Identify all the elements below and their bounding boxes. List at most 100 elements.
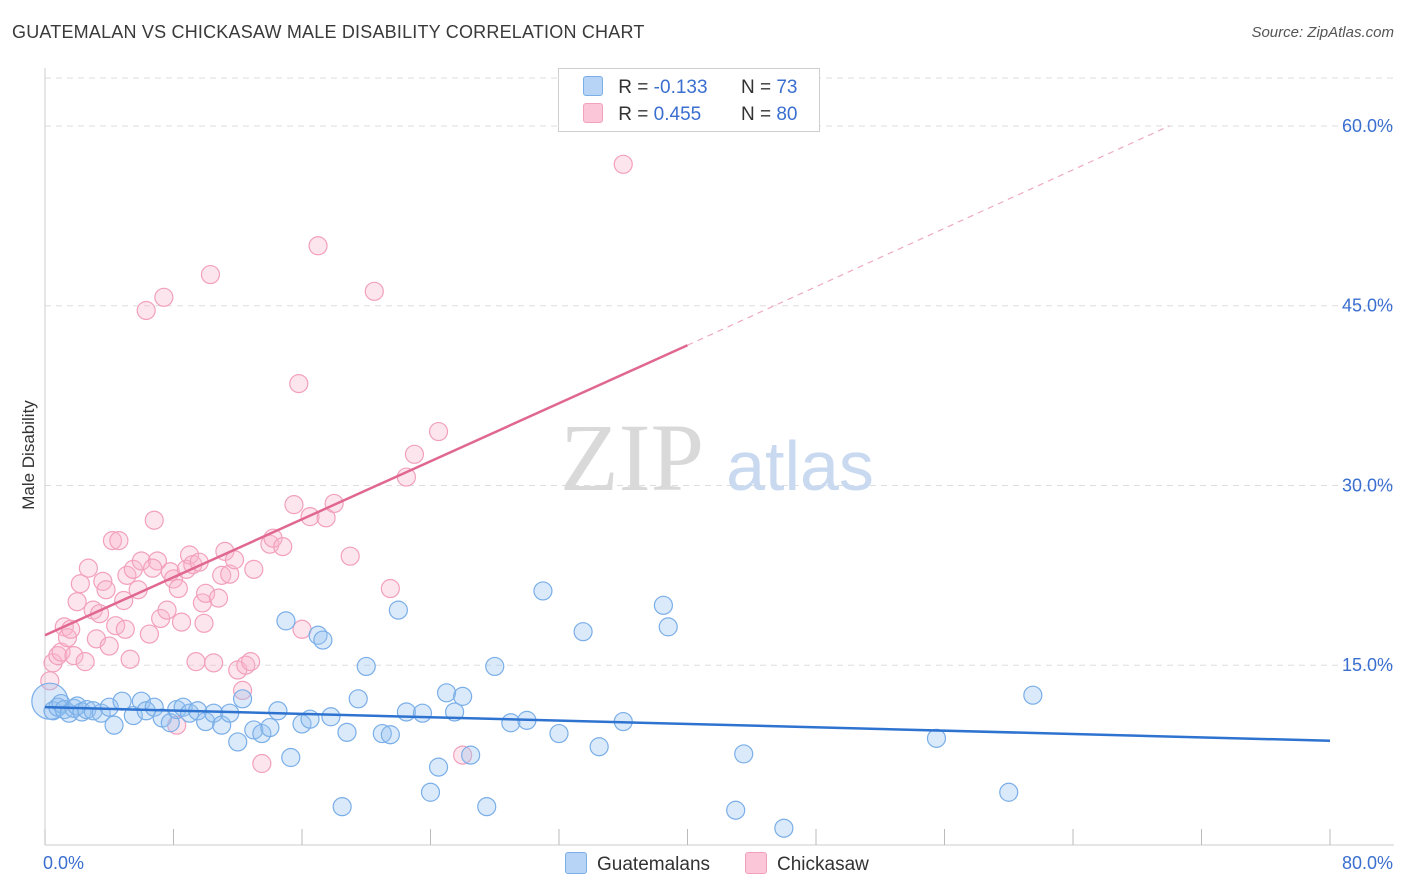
chickasaw-point bbox=[292, 619, 312, 639]
guatemalan-points bbox=[31, 581, 1043, 838]
chickasaw-point bbox=[204, 653, 224, 673]
guatemalan-point bbox=[260, 717, 280, 738]
r-value: -0.133 bbox=[653, 77, 708, 98]
guatemalan-point bbox=[999, 782, 1019, 802]
guatemalan-point bbox=[321, 707, 341, 727]
bottom-swatch-pink bbox=[745, 852, 767, 874]
guatemalan-point bbox=[774, 818, 794, 838]
guatemalan-point bbox=[356, 656, 376, 677]
chickasaw-point bbox=[109, 530, 129, 551]
chickasaw-point bbox=[428, 421, 449, 442]
y-tick-label: 60.0% bbox=[1342, 116, 1393, 136]
chickasaw-point bbox=[200, 264, 221, 285]
guatemalan-trend-line bbox=[44, 705, 1331, 742]
r-label: R = bbox=[618, 77, 649, 98]
chickasaw-point bbox=[220, 564, 240, 584]
chickasaw-point bbox=[244, 559, 264, 579]
guatemalan-point bbox=[653, 595, 674, 615]
chickasaw-point bbox=[380, 578, 400, 599]
guatemalan-point bbox=[372, 723, 392, 744]
guatemalan-point bbox=[444, 702, 465, 722]
trend-lines bbox=[44, 125, 1331, 742]
guatemalan-point bbox=[501, 713, 521, 733]
n-label: N = bbox=[740, 77, 772, 98]
chickasaw-point bbox=[171, 612, 192, 632]
chickasaw-point bbox=[131, 551, 151, 571]
chickasaw-point bbox=[120, 649, 140, 669]
legend-swatch-pink bbox=[583, 103, 603, 123]
chickasaw-point bbox=[115, 619, 135, 639]
chickasaw-point bbox=[143, 558, 163, 578]
guatemalan-point bbox=[337, 722, 357, 742]
bottom-legend-label: Chickasaw bbox=[777, 854, 869, 875]
watermark-atlas: atlas bbox=[726, 427, 874, 505]
chickasaw-point bbox=[64, 646, 84, 666]
chickasaw-point bbox=[613, 154, 633, 174]
n-value: 80 bbox=[776, 104, 798, 125]
chickasaw-point bbox=[144, 510, 164, 530]
guatemalan-point bbox=[477, 797, 497, 817]
guatemalan-point bbox=[268, 701, 288, 721]
guatemalan-point bbox=[228, 732, 248, 752]
chickasaw-point bbox=[289, 374, 309, 394]
y-axis-label: Male Disability bbox=[19, 400, 38, 510]
chickasaw-point bbox=[232, 680, 253, 701]
guatemalan-point bbox=[549, 723, 569, 744]
r-label: R = bbox=[618, 104, 649, 125]
chickasaw-points bbox=[40, 154, 633, 774]
r-value: 0.455 bbox=[653, 104, 702, 125]
chickasaw-point bbox=[196, 583, 216, 603]
guatemalan-point bbox=[436, 683, 457, 703]
guatemalan-point bbox=[573, 622, 593, 642]
chickasaw-point bbox=[252, 753, 272, 774]
n-value: 73 bbox=[776, 77, 798, 98]
chickasaw-point bbox=[51, 642, 71, 662]
chickasaw-point bbox=[70, 574, 90, 594]
guatemalan-point bbox=[926, 728, 947, 748]
guatemalan-point bbox=[461, 745, 481, 765]
chickasaw-trend-extension bbox=[687, 125, 1170, 346]
chickasaw-point bbox=[102, 530, 123, 551]
x-tick-label: 80.0% bbox=[1342, 853, 1393, 873]
guatemalan-point bbox=[388, 600, 408, 620]
guatemalan-point bbox=[1023, 685, 1043, 705]
legend-row-guatemalans: R = -0.133 N = 73 bbox=[583, 76, 797, 99]
chickasaw-point bbox=[284, 495, 304, 515]
guatemalan-point bbox=[313, 630, 333, 650]
guatemalan-point bbox=[123, 705, 143, 726]
guatemalan-point bbox=[276, 611, 296, 631]
guatemalan-point bbox=[420, 782, 441, 802]
chickasaw-point bbox=[75, 652, 95, 672]
guatemalan-point bbox=[144, 697, 164, 717]
chickasaw-point bbox=[67, 592, 87, 612]
guatemalan-point bbox=[734, 744, 754, 764]
guatemalan-point bbox=[104, 715, 124, 735]
chickasaw-point bbox=[212, 565, 232, 585]
guatemalan-point bbox=[380, 725, 400, 745]
chickasaw-point bbox=[136, 300, 156, 321]
guatemalan-point bbox=[485, 656, 505, 677]
legend-row-chickasaw: R = 0.455 N = 80 bbox=[583, 103, 797, 126]
chickasaw-point bbox=[364, 281, 384, 301]
guatemalan-point bbox=[412, 703, 433, 723]
chickasaw-point bbox=[154, 287, 174, 307]
bottom-legend-label: Guatemalans bbox=[597, 854, 711, 875]
chickasaw-point bbox=[168, 578, 188, 599]
guatemalan-point bbox=[589, 737, 609, 757]
chickasaw-point bbox=[139, 624, 160, 644]
chickasaw-point bbox=[273, 536, 293, 557]
chickasaw-point bbox=[241, 652, 261, 672]
chickasaw-point bbox=[308, 236, 328, 256]
chickasaw-point bbox=[99, 636, 119, 656]
bottom-swatch-blue bbox=[565, 852, 587, 874]
gridlines bbox=[45, 77, 1394, 666]
chickasaw-point bbox=[194, 613, 214, 633]
watermark-zip: ZIP bbox=[560, 404, 704, 511]
y-tick-label: 45.0% bbox=[1342, 296, 1393, 316]
guatemalan-point bbox=[396, 702, 417, 722]
bottom-legend-guatemalans: Guatemalans bbox=[565, 852, 710, 876]
guatemalan-point bbox=[332, 797, 352, 817]
chickasaw-trend-line bbox=[44, 344, 689, 637]
chickasaw-point bbox=[340, 546, 360, 566]
chickasaw-point bbox=[48, 646, 68, 666]
